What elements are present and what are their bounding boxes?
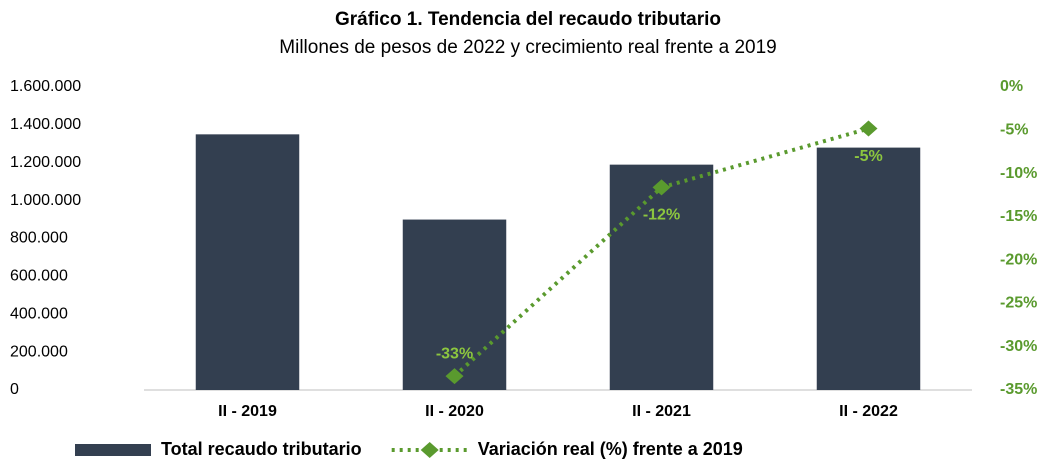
y-tick-label: 1.600.000 — [10, 78, 81, 95]
y2-tick-label: -5% — [1000, 122, 1028, 139]
y2-tick-label: -10% — [1000, 165, 1037, 182]
y2-tick-label: -20% — [1000, 251, 1037, 268]
chart-title: Gráfico 1. Tendencia del recaudo tributa… — [335, 9, 721, 30]
y-tick-label: 1.200.000 — [10, 154, 81, 171]
marker — [859, 120, 878, 137]
y2-tick-label: -30% — [1000, 338, 1037, 355]
legend-label: Total recaudo tributario — [161, 439, 362, 459]
bar — [816, 147, 921, 390]
y2-tick-label: 0% — [1000, 78, 1023, 95]
legend-swatch — [75, 444, 151, 456]
marker — [445, 368, 464, 385]
bar — [195, 134, 300, 390]
y2-tick-label: -25% — [1000, 295, 1037, 312]
legend-label: Variación real (%) frente a 2019 — [478, 439, 743, 459]
y-tick-label: 800.000 — [10, 230, 68, 247]
data-label: -5% — [854, 148, 882, 165]
x-tick-label: II - 2021 — [632, 403, 691, 420]
bar — [402, 219, 507, 390]
y-tick-label: 600.000 — [10, 268, 68, 285]
bar — [609, 164, 714, 390]
y2-tick-label: -35% — [1000, 381, 1037, 398]
y-tick-label: 0 — [10, 381, 19, 398]
x-tick-label: II - 2020 — [425, 403, 484, 420]
chart-subtitle: Millones de pesos de 2022 y crecimiento … — [279, 37, 776, 58]
data-label: -12% — [643, 207, 680, 224]
y-tick-label: 400.000 — [10, 305, 68, 322]
y-tick-label: 1.400.000 — [10, 116, 81, 133]
x-tick-label: II - 2022 — [839, 403, 898, 420]
data-label: -33% — [436, 345, 473, 362]
marker — [652, 179, 671, 196]
x-tick-label: II - 2019 — [218, 403, 277, 420]
y-tick-label: 200.000 — [10, 343, 68, 360]
y-tick-label: 1.000.000 — [10, 192, 81, 209]
y2-tick-label: -15% — [1000, 208, 1037, 225]
legend-marker — [420, 442, 439, 458]
